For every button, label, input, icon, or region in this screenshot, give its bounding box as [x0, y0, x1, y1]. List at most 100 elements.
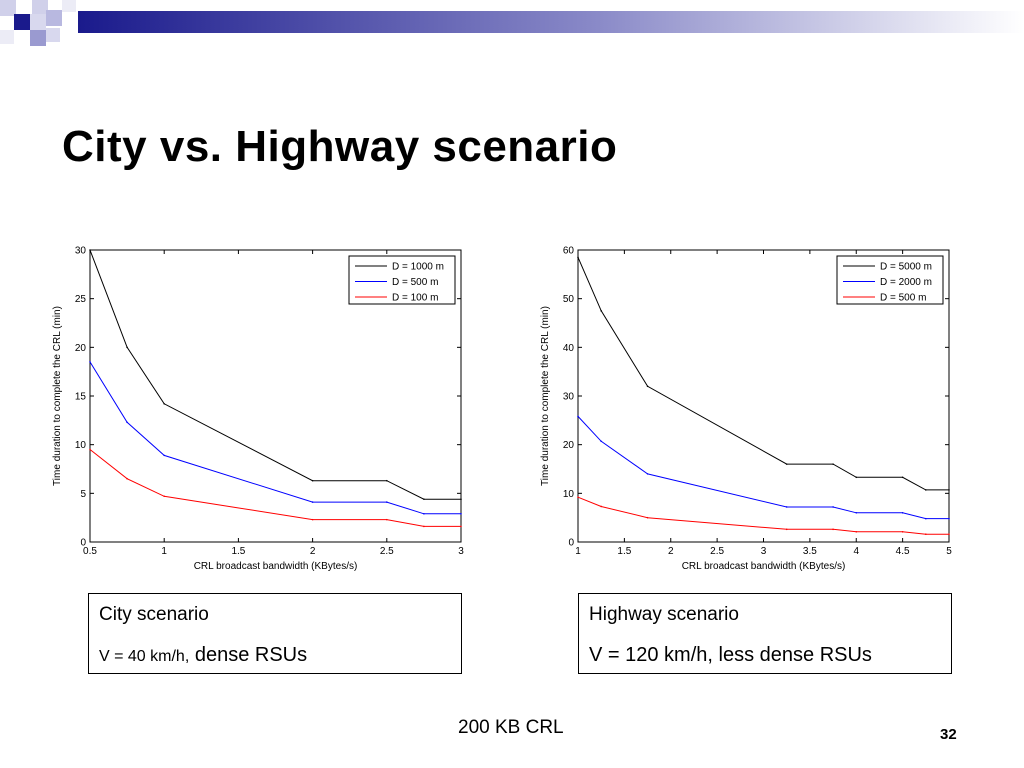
caption-highway-speed: V = 120 km/h, [589, 644, 713, 666]
series-3-point [577, 496, 579, 499]
footer-note: 200 KB CRL [458, 717, 564, 738]
legend-label: D = 100 m [392, 293, 438, 304]
series-1-point [925, 489, 927, 491]
y-tick-label: 30 [75, 246, 87, 257]
y-tick-label: 30 [563, 392, 575, 403]
series-2-point [423, 512, 425, 515]
x-axis-label: CRL broadcast bandwidth (KBytes/s) [682, 561, 846, 572]
legend-label: D = 5000 m [880, 262, 932, 273]
caption-city: City scenario V = 40 km/h, dense RSUs [88, 593, 462, 674]
series-2-point [89, 361, 91, 363]
x-tick-label: 2 [310, 546, 316, 557]
y-tick-label: 15 [75, 392, 87, 403]
series-3-point [89, 448, 91, 451]
deco-square [62, 0, 76, 12]
deco-square [32, 0, 48, 16]
caption-highway: Highway scenario V = 120 km/h, less dens… [578, 593, 952, 674]
deco-square [46, 28, 60, 42]
y-tick-label: 20 [75, 343, 87, 354]
series-1-point [646, 385, 649, 388]
series-3-point [948, 533, 950, 536]
series-2-point [855, 512, 858, 514]
deco-square [46, 10, 62, 26]
series-2-point [901, 512, 904, 514]
series-3-point [925, 533, 927, 536]
series-3-point [460, 525, 462, 528]
x-axis-label: CRL broadcast bandwidth (KBytes/s) [194, 561, 358, 572]
series-1-point [948, 489, 950, 491]
page-number: 32 [940, 726, 957, 743]
legend-label: D = 2000 m [880, 277, 932, 288]
y-tick-label: 25 [75, 294, 87, 305]
series-3-point [832, 528, 834, 531]
deco-square [16, 0, 32, 16]
series-1-point [126, 346, 128, 349]
legend-label: D = 500 m [392, 277, 438, 288]
caption-city-title: City scenario [99, 604, 209, 625]
series-2-point [925, 517, 927, 520]
x-tick-label: 1.5 [617, 546, 631, 557]
y-tick-label: 60 [563, 246, 575, 257]
series-2-point [646, 473, 649, 475]
x-tick-label: 1.5 [231, 546, 245, 557]
caption-city-speed: V = 40 km/h, [99, 648, 190, 665]
series-1-point [832, 463, 834, 465]
y-tick-label: 0 [568, 538, 574, 549]
series-2-point [460, 512, 462, 515]
y-axis-label: Time duration to complete the CRL (min) [540, 306, 551, 486]
y-tick-label: 50 [563, 294, 575, 305]
series-2-point [785, 506, 788, 508]
series-3-point [855, 530, 858, 533]
x-tick-label: 0.5 [83, 546, 97, 557]
x-tick-label: 3 [458, 546, 464, 557]
series-2-point [386, 501, 388, 503]
series-2-point [600, 440, 602, 443]
series-1-point [460, 498, 462, 500]
series-1-point [311, 479, 314, 482]
caption-highway-detail: less dense RSUs [712, 644, 872, 666]
x-tick-label: 2.5 [710, 546, 724, 557]
series-2-point [163, 454, 165, 457]
y-tick-label: 20 [563, 440, 575, 451]
x-tick-label: 3 [761, 546, 767, 557]
legend-label: D = 500 m [880, 293, 926, 304]
header-decoration [0, 0, 1024, 46]
series-1-point [785, 463, 788, 465]
deco-square [0, 0, 16, 16]
deco-square [62, 14, 78, 30]
series-2-point [948, 517, 950, 520]
series-2-point [577, 415, 579, 418]
caption-city-subtitle: V = 40 km/h, dense RSUs [99, 644, 307, 667]
series-1-point [423, 498, 425, 500]
legend-box [836, 255, 944, 305]
x-tick-label: 1 [575, 546, 581, 557]
deco-square [30, 30, 46, 46]
x-tick-label: 5 [946, 546, 952, 557]
y-tick-label: 5 [80, 489, 86, 500]
series-1-point [89, 249, 91, 251]
series-1-point [163, 402, 165, 405]
series-1-point [577, 256, 579, 259]
deco-square [0, 30, 14, 44]
series-3-point [646, 516, 649, 519]
legend-box [348, 255, 456, 305]
caption-city-detail: dense RSUs [189, 644, 308, 666]
caption-highway-subtitle: V = 120 km/h, less dense RSUs [589, 644, 872, 667]
x-tick-label: 4 [853, 546, 859, 557]
y-tick-label: 40 [563, 343, 575, 354]
series-2-point [311, 501, 314, 503]
x-tick-label: 3.5 [803, 546, 817, 557]
series-3-point [785, 528, 788, 531]
series-1-point [855, 476, 858, 479]
slide-title: City vs. Highway scenario [62, 122, 618, 171]
series-3-point [386, 518, 388, 521]
x-tick-label: 2.5 [380, 546, 394, 557]
series-3-point [600, 505, 602, 508]
series-1-point [386, 479, 388, 482]
series-2-point [126, 421, 128, 424]
series-3-point [126, 477, 128, 480]
series-3-point [163, 495, 165, 498]
y-tick-label: 10 [563, 489, 575, 500]
series-1-point [901, 476, 904, 479]
